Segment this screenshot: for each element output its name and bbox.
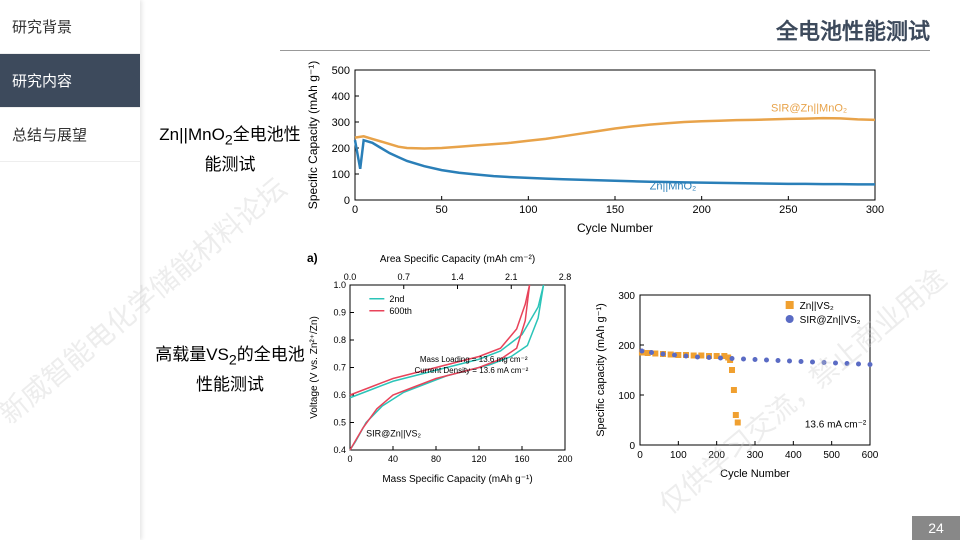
svg-text:300: 300 [618, 291, 635, 302]
row-top: Zn||MnO2全电池性能测试 0 50 100 150 200 250 300 0 100 20… [155, 60, 945, 240]
svg-text:Mass Loading = 13.6 mg cm⁻²: Mass Loading = 13.6 mg cm⁻² [420, 355, 528, 364]
chart-cv-vs2: 040801201602000.40.50.60.70.80.91.00.00.… [305, 250, 575, 490]
svg-text:100: 100 [670, 450, 687, 461]
svg-text:0: 0 [629, 441, 635, 452]
svg-text:200: 200 [618, 341, 635, 352]
svg-text:SIR@Zn||VS₂: SIR@Zn||VS₂ [366, 428, 421, 438]
svg-text:300: 300 [332, 117, 350, 129]
svg-text:0: 0 [352, 204, 358, 216]
svg-text:0.6: 0.6 [333, 390, 346, 400]
label-mno2: Zn||MnO2全电池性能测试 [155, 122, 305, 177]
chart-cycle-mno2: 0 50 100 150 200 250 300 0 100 200 300 400 500 Cycle … [305, 60, 885, 240]
content-area: Zn||MnO2全电池性能测试 0 50 100 150 200 250 300 0 100 20… [155, 60, 945, 525]
svg-text:2.8: 2.8 [559, 272, 572, 282]
svg-text:1.4: 1.4 [451, 272, 464, 282]
label-vs2: 高载量VS2的全电池性能测试 [155, 342, 305, 397]
svg-text:100: 100 [332, 169, 350, 181]
svg-text:600: 600 [862, 450, 879, 461]
svg-text:40: 40 [388, 454, 398, 464]
svg-text:200: 200 [332, 143, 350, 155]
svg-text:500: 500 [332, 65, 350, 77]
svg-text:SIR@Zn||MnO₂: SIR@Zn||MnO₂ [771, 103, 847, 115]
svg-text:0.5: 0.5 [333, 418, 346, 428]
svg-text:0: 0 [347, 454, 352, 464]
svg-text:0.8: 0.8 [333, 335, 346, 345]
sidebar-item-summary[interactable]: 总结与展望 [0, 108, 140, 162]
row-bottom: 高载量VS2的全电池性能测试 0 40 80 120 160 200 0.4 0.5 0.6 0.… [155, 250, 945, 490]
sidebar: 研究背景 研究内容 总结与展望 [0, 0, 140, 540]
svg-text:400: 400 [785, 450, 802, 461]
svg-text:Mass Specific Capacity (mAh g⁻: Mass Specific Capacity (mAh g⁻¹) [382, 474, 532, 485]
svg-text:100: 100 [618, 391, 635, 402]
svg-text:200: 200 [692, 204, 710, 216]
svg-text:0.7: 0.7 [333, 363, 346, 373]
svg-text:0.0: 0.0 [344, 272, 357, 282]
svg-text:2.1: 2.1 [505, 272, 518, 282]
svg-text:0.9: 0.9 [333, 308, 346, 318]
svg-text:200: 200 [708, 450, 725, 461]
svg-text:0: 0 [344, 195, 350, 207]
svg-text:Voltage (V vs. Zn²⁺/Zn): Voltage (V vs. Zn²⁺/Zn) [309, 316, 320, 419]
sidebar-item-content[interactable]: 研究内容 [0, 54, 140, 108]
svg-text:SIR@Zn||VS₂: SIR@Zn||VS₂ [800, 315, 861, 326]
svg-text:160: 160 [514, 454, 529, 464]
svg-text:0: 0 [637, 450, 643, 461]
svg-text:0.4: 0.4 [333, 445, 346, 455]
page-title: 全电池性能测试 [776, 14, 930, 46]
svg-text:80: 80 [431, 454, 441, 464]
svg-text:a): a) [307, 251, 318, 265]
svg-text:Specific capacity (mAh g⁻¹): Specific capacity (mAh g⁻¹) [595, 303, 607, 437]
svg-text:Cycle Number: Cycle Number [577, 221, 653, 235]
svg-text:Area Specific Capacity (mAh cm: Area Specific Capacity (mAh cm⁻²) [380, 254, 535, 265]
chart-cycle-vs2: 0 100 200 300 400 500 600 0 100 200 300 Cycle Numbe… [590, 285, 880, 485]
svg-text:0.7: 0.7 [397, 272, 410, 282]
svg-text:Cycle Number: Cycle Number [720, 468, 790, 480]
svg-text:200: 200 [557, 454, 572, 464]
svg-text:400: 400 [332, 91, 350, 103]
svg-text:300: 300 [747, 450, 764, 461]
svg-text:500: 500 [823, 450, 840, 461]
svg-text:13.6 mA cm⁻²: 13.6 mA cm⁻² [805, 420, 867, 431]
svg-text:Specific Capacity (mAh g⁻¹): Specific Capacity (mAh g⁻¹) [306, 61, 320, 209]
svg-text:300: 300 [866, 204, 884, 216]
page-number: 24 [912, 516, 960, 540]
sidebar-item-bg[interactable]: 研究背景 [0, 0, 140, 54]
title-divider [280, 50, 930, 51]
svg-text:150: 150 [606, 204, 624, 216]
svg-text:50: 50 [436, 204, 448, 216]
svg-text:100: 100 [519, 204, 537, 216]
svg-text:600th: 600th [389, 306, 412, 316]
svg-text:250: 250 [779, 204, 797, 216]
svg-text:120: 120 [471, 454, 486, 464]
svg-text:Current Density = 13.6 mA cm⁻²: Current Density = 13.6 mA cm⁻² [415, 366, 529, 375]
svg-text:2nd: 2nd [389, 294, 404, 304]
svg-text:Zn||VS₂: Zn||VS₂ [800, 301, 834, 312]
svg-text:Zn||MnO₂: Zn||MnO₂ [650, 181, 697, 193]
